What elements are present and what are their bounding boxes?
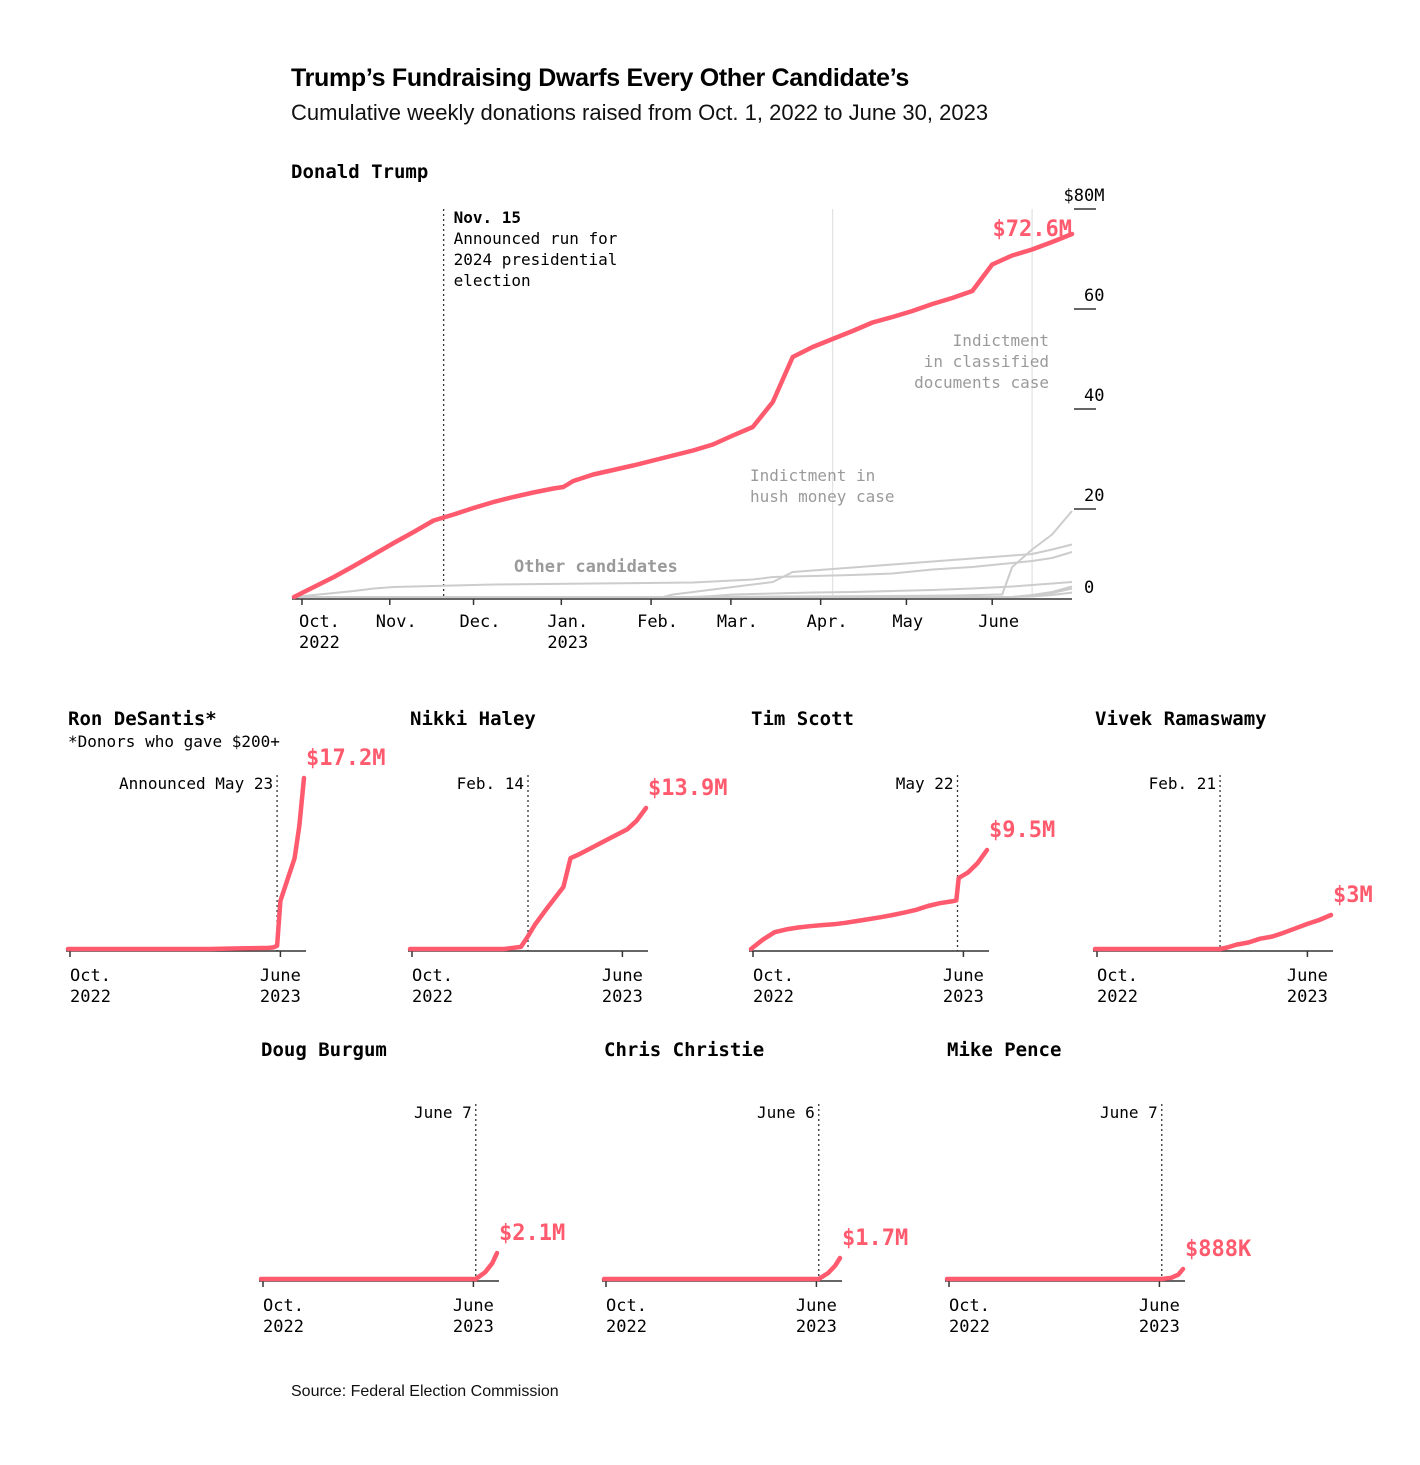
panel-end-label: $13.9M bbox=[648, 776, 727, 801]
other-series-line bbox=[294, 581, 1073, 598]
panel-x-tick-label: 2023 bbox=[943, 987, 984, 1007]
panel-title: Vivek Ramaswamy bbox=[1095, 708, 1267, 730]
x-tick-label: Oct. bbox=[299, 612, 340, 632]
panel-series-line bbox=[1092, 912, 1334, 952]
x-tick-label: Dec. bbox=[460, 612, 501, 632]
panel-x-tick-label: Oct. bbox=[753, 966, 794, 986]
panel-x-tick-label: Oct. bbox=[949, 1296, 990, 1316]
x-tick-label: Mar. bbox=[717, 612, 758, 632]
y-tick-label: 0 bbox=[1084, 578, 1094, 598]
other-series-line bbox=[294, 591, 1073, 598]
panel-end-label: $17.2M bbox=[306, 746, 385, 771]
panel-x-tick-label: Oct. bbox=[263, 1296, 304, 1316]
announcement-label: May 22 bbox=[896, 774, 954, 793]
trump-panel-title: Donald Trump bbox=[291, 161, 428, 183]
panel-x-tick-label: 2022 bbox=[753, 987, 794, 1007]
x-tick-label: 2023 bbox=[547, 633, 588, 653]
other-series-line bbox=[294, 543, 1073, 598]
chart-title: Trump’s Fundraising Dwarfs Every Other C… bbox=[291, 64, 910, 92]
panel-x-tick-label: 2022 bbox=[1097, 987, 1138, 1007]
annotation-text: in classified bbox=[924, 352, 1049, 371]
panel-series-line bbox=[65, 775, 307, 952]
annotation-text: Indictment bbox=[953, 331, 1049, 350]
annotation-text: documents case bbox=[914, 373, 1049, 392]
panel-end-label: $2.1M bbox=[499, 1221, 565, 1246]
annotation-text: election bbox=[454, 271, 531, 290]
trump-end-label: $72.6M bbox=[993, 217, 1072, 242]
x-tick-label: Apr. bbox=[807, 612, 848, 632]
panel-x-tick-label: 2022 bbox=[263, 1317, 304, 1337]
panel-note: *Donors who gave $200+ bbox=[68, 732, 280, 751]
panel-x-tick-label: Oct. bbox=[1097, 966, 1138, 986]
x-tick-label: Feb. bbox=[637, 612, 678, 632]
trump-series-line bbox=[291, 231, 1075, 600]
annotation-text: hush money case bbox=[750, 487, 895, 506]
annotation-text: Announced run for bbox=[454, 229, 618, 248]
other-candidates-label: Other candidates bbox=[514, 557, 678, 577]
panel-x-tick-label: 2022 bbox=[70, 987, 111, 1007]
announcement-label: Feb. 21 bbox=[1149, 774, 1216, 793]
panel-x-tick-label: June bbox=[602, 966, 643, 986]
announcement-label: June 6 bbox=[757, 1103, 815, 1122]
y-tick-label: $80M bbox=[1064, 186, 1105, 206]
panel-x-tick-label: Oct. bbox=[606, 1296, 647, 1316]
x-tick-label: Nov. bbox=[376, 612, 417, 632]
panel-title: Doug Burgum bbox=[261, 1039, 387, 1061]
announcement-label: Announced May 23 bbox=[119, 774, 273, 793]
annotation-title: Nov. 15 bbox=[454, 208, 521, 227]
annotation-text: 2024 presidential bbox=[454, 250, 618, 269]
panel-x-tick-label: 2023 bbox=[1139, 1317, 1180, 1337]
panel-x-tick-label: June bbox=[453, 1296, 494, 1316]
panel-series-line bbox=[748, 847, 990, 952]
source-note: Source: Federal Election Commission bbox=[291, 1383, 559, 1400]
x-tick-label: 2022 bbox=[299, 633, 340, 653]
y-tick-label: 60 bbox=[1084, 286, 1104, 306]
annotation-text: Indictment in bbox=[750, 466, 875, 485]
panel-x-tick-label: June bbox=[943, 966, 984, 986]
panel-x-tick-label: 2023 bbox=[1287, 987, 1328, 1007]
panel-title: Ron DeSantis* bbox=[68, 708, 217, 730]
panel-x-tick-label: 2022 bbox=[606, 1317, 647, 1337]
x-tick-label: May bbox=[892, 612, 923, 632]
y-tick-label: 40 bbox=[1084, 386, 1104, 406]
panel-title: Tim Scott bbox=[751, 708, 854, 730]
panel-series-line bbox=[944, 1266, 1186, 1282]
announcement-label: Feb. 14 bbox=[457, 774, 524, 793]
panel-title: Mike Pence bbox=[947, 1039, 1061, 1061]
panel-x-tick-label: 2023 bbox=[796, 1317, 837, 1337]
panel-end-label: $9.5M bbox=[989, 818, 1055, 843]
panel-end-label: $888K bbox=[1185, 1237, 1252, 1262]
panel-title: Chris Christie bbox=[604, 1039, 764, 1061]
announcement-label: June 7 bbox=[1100, 1103, 1158, 1122]
y-tick-label: 20 bbox=[1084, 486, 1104, 506]
panel-x-tick-label: 2023 bbox=[602, 987, 643, 1007]
other-series-line bbox=[293, 551, 1073, 598]
panel-x-tick-label: June bbox=[260, 966, 301, 986]
panel-x-tick-label: 2023 bbox=[260, 987, 301, 1007]
panel-title: Nikki Haley bbox=[410, 708, 536, 730]
panel-x-tick-label: Oct. bbox=[412, 966, 453, 986]
panel-x-tick-label: Oct. bbox=[70, 966, 111, 986]
panel-end-label: $1.7M bbox=[842, 1226, 908, 1251]
panel-end-label: $3M bbox=[1333, 883, 1373, 908]
panel-x-tick-label: June bbox=[1287, 966, 1328, 986]
panel-series-line bbox=[601, 1255, 843, 1282]
x-tick-label: Jan. bbox=[547, 612, 588, 632]
panel-x-tick-label: 2022 bbox=[412, 987, 453, 1007]
panel-series-line bbox=[407, 805, 649, 952]
panel-series-line bbox=[258, 1250, 500, 1282]
panel-x-tick-label: 2022 bbox=[949, 1317, 990, 1337]
other-series-line bbox=[294, 510, 1073, 598]
panel-x-tick-label: June bbox=[1139, 1296, 1180, 1316]
panel-x-tick-label: 2023 bbox=[453, 1317, 494, 1337]
panel-x-tick-label: June bbox=[796, 1296, 837, 1316]
x-tick-label: June bbox=[978, 612, 1019, 632]
announcement-label: June 7 bbox=[414, 1103, 472, 1122]
chart-subtitle: Cumulative weekly donations raised from … bbox=[291, 100, 989, 125]
